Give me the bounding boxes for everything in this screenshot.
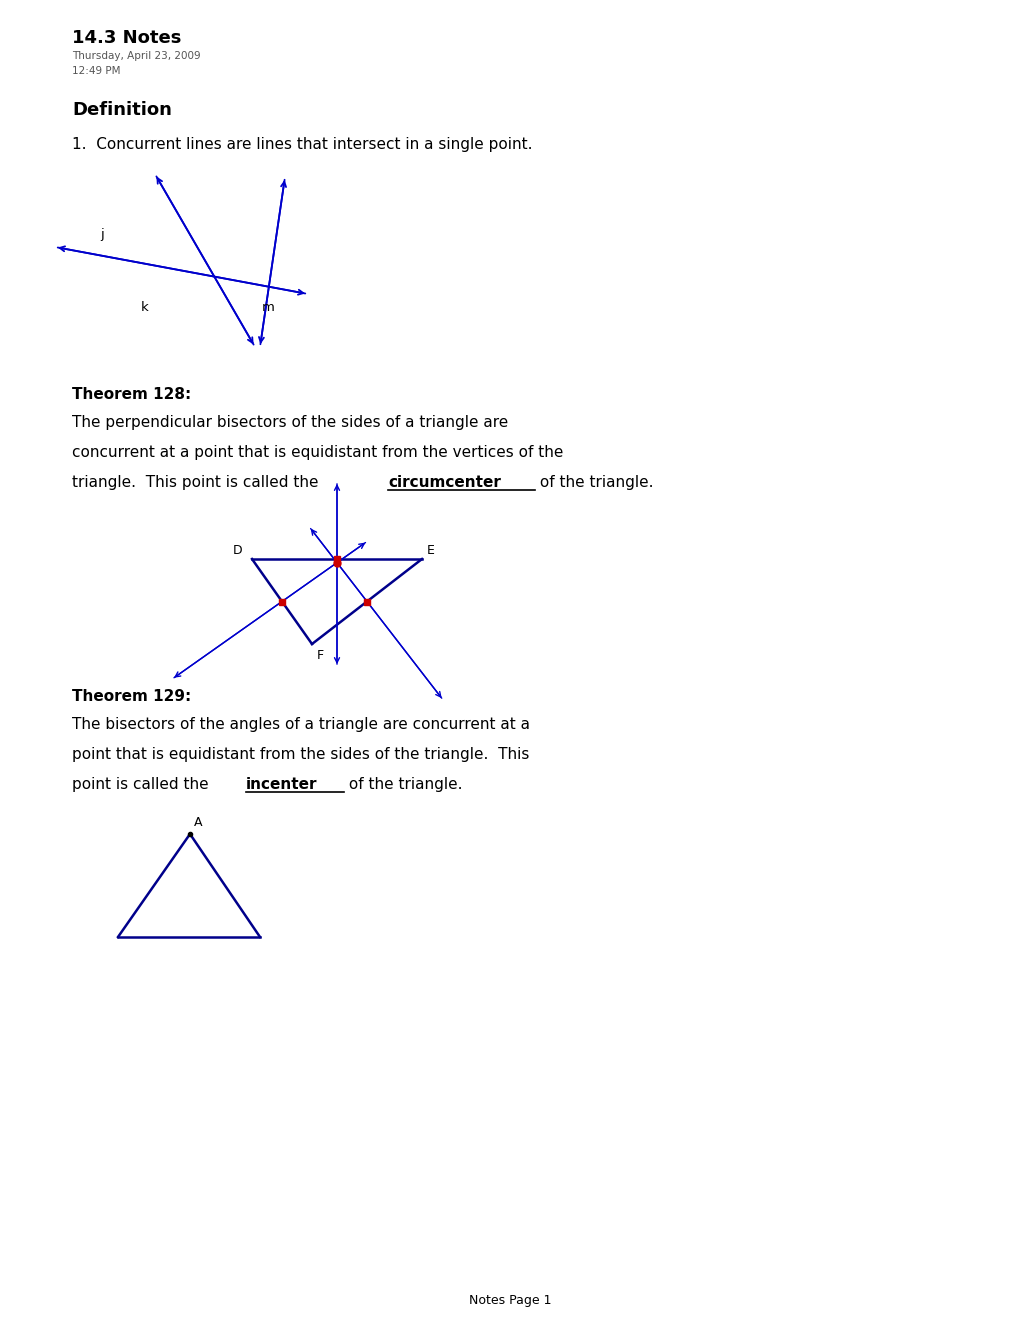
Text: A: A xyxy=(194,816,203,830)
Text: triangle.  This point is called the: triangle. This point is called the xyxy=(72,475,323,489)
Text: incenter: incenter xyxy=(246,777,317,791)
Text: Thursday, April 23, 2009: Thursday, April 23, 2009 xyxy=(72,51,201,61)
Text: concurrent at a point that is equidistant from the vertices of the: concurrent at a point that is equidistan… xyxy=(72,445,562,460)
Text: Theorem 128:: Theorem 128: xyxy=(72,386,192,402)
Text: m: m xyxy=(262,301,274,314)
Text: of the triangle.: of the triangle. xyxy=(343,777,462,791)
Text: point that is equidistant from the sides of the triangle.  This: point that is equidistant from the sides… xyxy=(72,747,529,762)
Text: point is called the: point is called the xyxy=(72,777,213,791)
Text: of the triangle.: of the triangle. xyxy=(535,475,653,489)
Text: F: F xyxy=(317,649,324,662)
Text: Definition: Definition xyxy=(72,102,172,119)
Text: j: j xyxy=(100,228,104,241)
Text: Theorem 129:: Theorem 129: xyxy=(72,689,192,704)
Text: E: E xyxy=(427,543,434,557)
Text: 14.3 Notes: 14.3 Notes xyxy=(72,29,181,47)
Text: The perpendicular bisectors of the sides of a triangle are: The perpendicular bisectors of the sides… xyxy=(72,415,507,430)
Text: Notes Page 1: Notes Page 1 xyxy=(469,1294,550,1307)
Text: 1.  Concurrent lines are lines that intersect in a single point.: 1. Concurrent lines are lines that inter… xyxy=(72,137,532,152)
Text: k: k xyxy=(141,301,148,314)
Text: circumcenter: circumcenter xyxy=(387,475,500,489)
Text: The bisectors of the angles of a triangle are concurrent at a: The bisectors of the angles of a triangl… xyxy=(72,718,530,732)
Text: D: D xyxy=(232,543,242,557)
Text: 12:49 PM: 12:49 PM xyxy=(72,66,120,77)
